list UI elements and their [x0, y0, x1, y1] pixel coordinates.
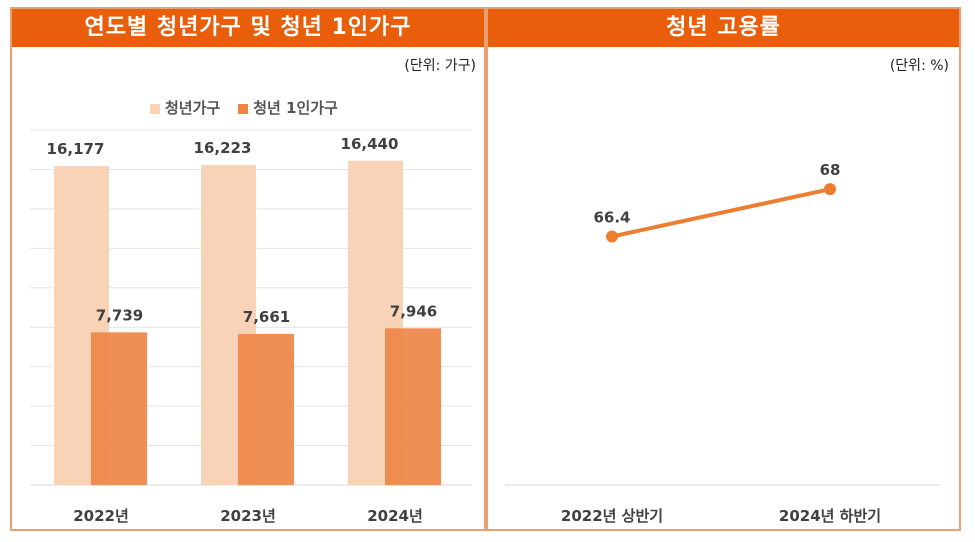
x-tick-label: 2022년 상반기 — [561, 507, 663, 525]
data-label: 7,946 — [390, 302, 437, 320]
legend-item-youth-households: 청년가구 — [150, 97, 220, 118]
legend: 청년가구 청년 1인가구 — [150, 97, 338, 118]
legend-item-single-households: 청년 1인가구 — [238, 97, 338, 118]
x-tick-label: 2023년 — [220, 507, 276, 525]
legend-label: 청년 1인가구 — [253, 99, 338, 117]
left-chart-unit: (단위: 가구) — [404, 58, 476, 74]
x-tick-label: 2022년 — [73, 507, 129, 525]
left-chart-panel: 연도별 청년가구 및 청년 1인가구 (단위: 가구) 청년가구 청년 1인가구… — [10, 7, 486, 531]
bar-single-households — [385, 328, 441, 485]
bar-chart: 16,177 7,739 2022년 16,223 7,661 2023년 16,440 7,… — [30, 129, 472, 525]
data-label: 66.4 — [593, 209, 630, 227]
right-chart-unit: (단위: %) — [889, 58, 949, 74]
data-label: 16,223 — [194, 139, 252, 157]
left-chart-title: 연도별 청년가구 및 청년 1인가구 — [12, 9, 484, 47]
legend-label: 청년가구 — [165, 99, 221, 117]
data-label: 16,177 — [47, 140, 105, 158]
line-chart: 66.4 2022년 상반기 68 2024년 하반기 — [505, 161, 940, 525]
bar-single-households — [238, 333, 294, 485]
data-label: 68 — [820, 161, 841, 179]
series-line — [611, 187, 831, 239]
legend-swatch — [150, 103, 160, 114]
data-label: 7,739 — [96, 306, 143, 324]
data-point — [606, 230, 618, 243]
bar-single-households — [91, 332, 147, 485]
right-chart-title: 청년 고용률 — [488, 9, 959, 47]
data-label: 16,440 — [341, 135, 399, 153]
right-chart-panel: 청년 고용률 (단위: %) 66.4 2022년 상반기 68 2024년 하반기 — [486, 7, 961, 531]
x-tick-label: 2024년 — [367, 507, 423, 525]
data-point — [824, 183, 836, 196]
data-label: 7,661 — [243, 308, 290, 326]
x-tick-label: 2024년 하반기 — [779, 507, 881, 525]
legend-swatch — [238, 103, 249, 114]
